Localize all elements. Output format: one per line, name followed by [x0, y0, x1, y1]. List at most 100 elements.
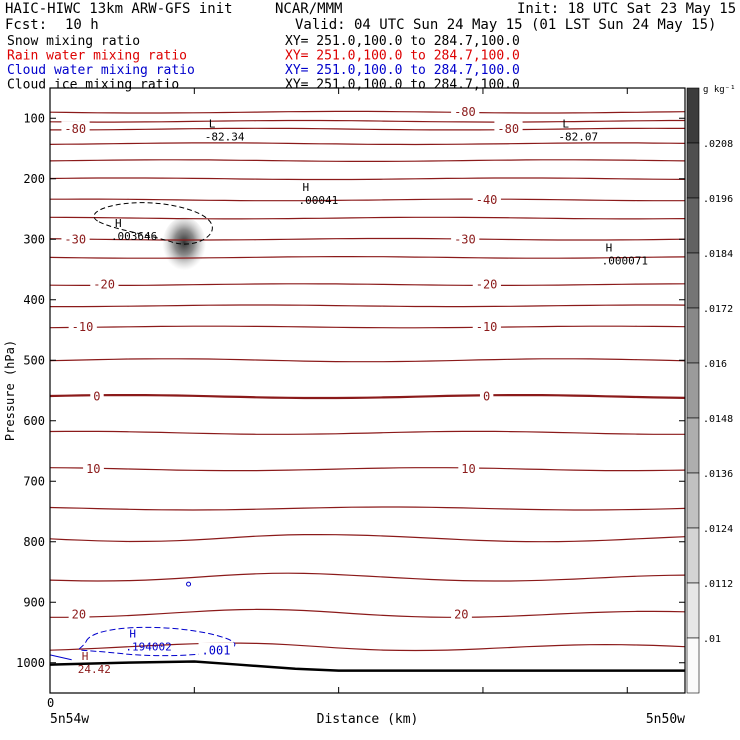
label-bg — [451, 606, 472, 621]
contour-label: -10 — [72, 320, 94, 334]
isotherm-line — [49, 256, 686, 259]
colorbar-label: .0208 — [703, 139, 733, 150]
label-bg — [494, 121, 523, 136]
isotherm-line — [49, 430, 685, 435]
contour-label: -20 — [93, 278, 115, 292]
cloud-water-edge — [49, 654, 72, 661]
extremum-value: .194002 — [125, 640, 171, 653]
label-bg — [90, 388, 104, 403]
y-tick-label: 500 — [23, 353, 45, 367]
extremum-marker: H — [115, 217, 122, 230]
colorbar-bin — [686, 582, 700, 639]
field-xy: XY= 251.0,100.0 to 284.7,100.0 — [285, 63, 520, 78]
field-name: Cloud water mixing ratio — [7, 63, 195, 78]
contour-label: 0 — [93, 390, 100, 404]
colorbar-label: .0148 — [703, 414, 733, 425]
colorbar-label: .0196 — [703, 194, 733, 205]
colorbar: .0208 .0196 .0184 .0172 .016 .0148 .0136 .0124.… — [686, 85, 736, 694]
colorbar-bin — [686, 197, 700, 254]
y-tick-label: 1000 — [16, 656, 45, 670]
colorbar-bin — [686, 362, 700, 419]
contour-label: -20 — [476, 278, 498, 292]
contour-label: 20 — [454, 607, 468, 621]
cloud-water-contour — [78, 626, 236, 657]
colorbar-bin — [686, 142, 700, 199]
isotherm-line — [50, 304, 686, 308]
isotherm-line — [50, 127, 685, 131]
colorbar-label: .01 — [703, 634, 721, 645]
label-bg — [472, 276, 501, 291]
extremum-value: .000071 — [602, 254, 648, 267]
isotherm-line — [49, 142, 686, 146]
contour-label: -40 — [476, 193, 498, 207]
colorbar-bin — [686, 307, 700, 364]
y-tick-label: 600 — [23, 414, 45, 428]
contour-labels: -80 -80 -80 -40 -30 -30 -20 -20 -10 -10 0 0 10 10 20 20… — [61, 104, 648, 676]
field-xy: XY= 251.0,100.0 to 284.7,100.0 — [285, 78, 520, 93]
field-name: Rain water mixing ratio — [7, 49, 187, 64]
extremum-marker: H — [606, 241, 613, 254]
isotherm-line — [49, 394, 686, 400]
isotherm-line — [49, 642, 686, 652]
contour-label: -30 — [64, 232, 86, 246]
x-axis-title: Distance (km) — [317, 712, 419, 727]
init-time: Init: 18 UTC Sat 23 May 15 — [517, 1, 736, 17]
x-right-label: 5n50w — [646, 712, 685, 727]
extremum-marker: H — [129, 627, 136, 640]
contours — [49, 202, 685, 672]
valid-time: Valid: 04 UTC Sun 24 May 15 (01 LST Sun … — [295, 17, 716, 33]
cloud-water-dot — [186, 581, 192, 587]
extremum-value: 24.42 — [78, 663, 111, 676]
extremum-value: .00041 — [299, 194, 339, 207]
field-name: Snow mixing ratio — [7, 34, 140, 49]
y-tick-label: 100 — [23, 111, 45, 125]
contour-label: 20 — [72, 607, 86, 621]
isotherm-line — [49, 325, 686, 329]
y-tick-label: 200 — [23, 172, 45, 186]
contour-label: -80 — [497, 122, 519, 136]
contour-label: -80 — [454, 105, 476, 119]
label-bg — [61, 231, 90, 246]
cloud-ice-contour — [93, 202, 213, 245]
extremum-value: -82.34 — [205, 130, 245, 143]
colorbar-bin — [686, 252, 700, 309]
org-title: NCAR/MMM — [275, 1, 342, 17]
colorbar-bin — [686, 527, 700, 584]
label-bg — [61, 121, 90, 136]
isotherms — [49, 110, 686, 652]
isotherm-line — [49, 119, 685, 123]
contour-label: -30 — [454, 232, 476, 246]
label-bg — [458, 461, 480, 476]
isotherm-line — [49, 534, 686, 543]
extremum-marker: H — [303, 181, 310, 194]
contour-label: -80 — [64, 122, 86, 136]
header: HAIC-HIWC 13km ARW-GFS init NCAR/MMM Init:… — [5, 1, 736, 93]
colorbar-label: .0124 — [703, 524, 733, 535]
contour-label: -10 — [476, 320, 498, 334]
label-bg — [83, 461, 104, 476]
y-tick-label: 300 — [23, 232, 45, 246]
isotherm-line — [49, 237, 686, 241]
y-tick-label: 900 — [23, 595, 45, 609]
y-axis-title: Pressure (hPa) — [3, 340, 17, 441]
isotherm-line — [49, 283, 686, 286]
isotherm-line — [50, 198, 685, 202]
colorbar-bin — [686, 637, 700, 694]
contour-label: 10 — [461, 462, 475, 476]
colorbar-bin — [686, 87, 700, 144]
label-bg — [68, 606, 90, 621]
extremum-value: -82.07 — [558, 130, 598, 143]
forecast-label: Fcst: — [5, 17, 47, 33]
label-bg — [479, 388, 494, 403]
model-title: HAIC-HIWC 13km ARW-GFS init — [5, 1, 233, 17]
isotherm-line — [49, 506, 686, 511]
field-xy: XY= 251.0,100.0 to 284.7,100.0 — [285, 34, 520, 49]
colorbar-bin — [686, 417, 700, 474]
field-xy: XY= 251.0,100.0 to 284.7,100.0 — [285, 49, 520, 64]
colorbar-label: .016 — [703, 359, 727, 370]
extremum-marker: H — [82, 650, 89, 663]
label-bg — [451, 104, 480, 119]
isotherm-line — [50, 608, 686, 618]
colorbar-label: .0136 — [703, 469, 733, 480]
